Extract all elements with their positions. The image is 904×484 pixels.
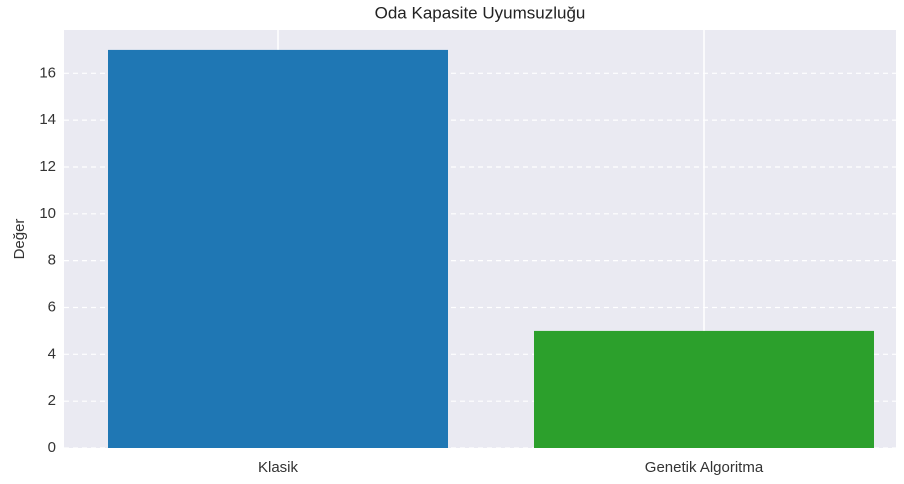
x-tick-label: Genetik Algoritma bbox=[645, 459, 764, 476]
y-tick-label: 6 bbox=[48, 298, 56, 315]
y-axis-label: Değer bbox=[11, 219, 28, 260]
bar bbox=[534, 330, 874, 448]
x-tick-label: Klasik bbox=[258, 459, 299, 476]
y-tick-label: 16 bbox=[39, 64, 56, 81]
y-tick-label: 14 bbox=[39, 111, 56, 128]
y-tick-label: 10 bbox=[39, 205, 56, 222]
bar bbox=[108, 49, 448, 449]
y-tick-label: 0 bbox=[48, 439, 56, 456]
y-tick-label: 8 bbox=[48, 252, 56, 269]
chart-title: Oda Kapasite Uyumsuzluğu bbox=[375, 3, 586, 22]
y-tick-label: 12 bbox=[39, 158, 56, 175]
y-tick-label: 2 bbox=[48, 392, 56, 409]
y-tick-label: 4 bbox=[48, 345, 56, 362]
